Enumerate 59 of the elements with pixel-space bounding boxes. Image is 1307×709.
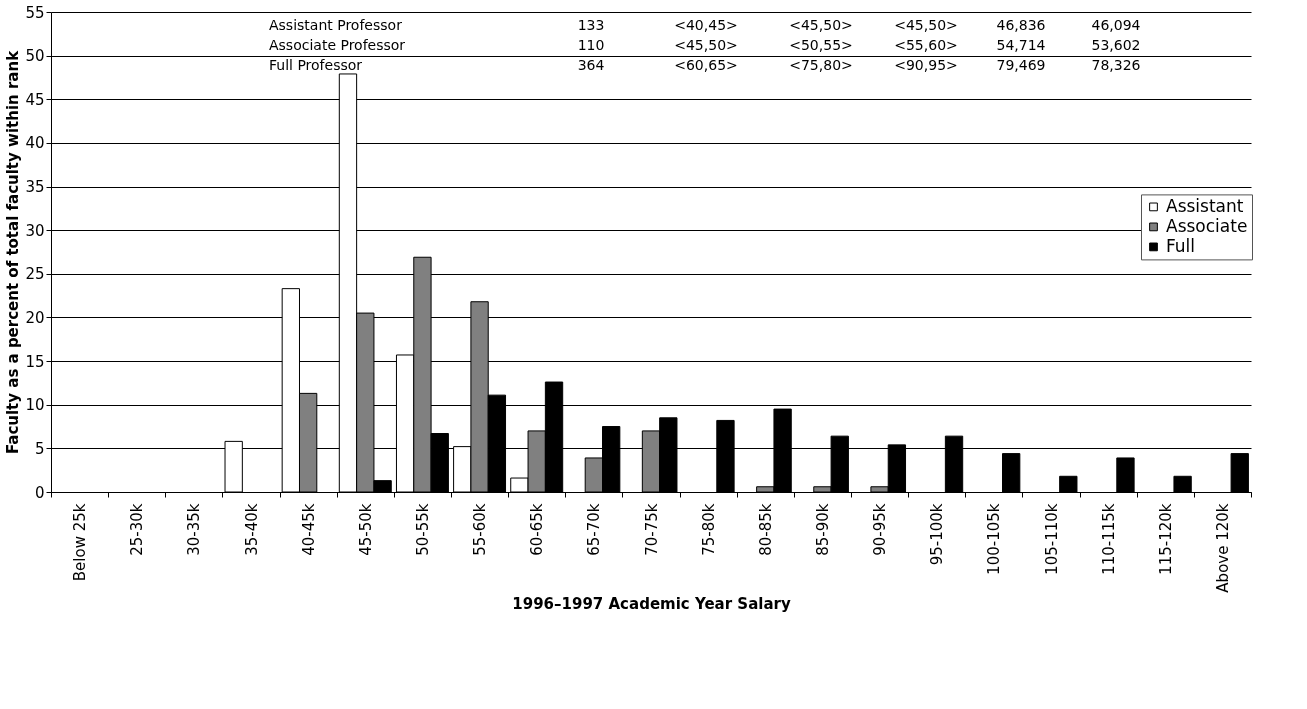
annotation: Full Professor xyxy=(269,57,363,73)
x-tick-label: 70-75k xyxy=(642,503,661,556)
y-axis-title: Faculty as a percent of total faculty within rank xyxy=(4,49,23,455)
x-tick-label: 100-105k xyxy=(985,503,1004,575)
annotation: <55,60> xyxy=(894,37,958,53)
legend-label: Associate xyxy=(1166,215,1248,236)
x-tick-label: 80-85k xyxy=(756,503,775,556)
annotation: <60,65> xyxy=(674,57,738,73)
annotation: <50,55> xyxy=(789,37,853,53)
annotation: <90,95> xyxy=(894,57,958,73)
y-tick-label: 30 xyxy=(25,221,45,240)
x-tick-label: 40-45k xyxy=(299,503,318,556)
legend-label: Assistant xyxy=(1166,195,1244,216)
annotation: 46,094 xyxy=(1091,17,1141,33)
x-tick-label: 25-30k xyxy=(128,503,147,556)
annotation: <45,50> xyxy=(674,37,738,53)
x-tick-label: 115-120k xyxy=(1156,503,1175,575)
annotation: 78,326 xyxy=(1091,57,1141,73)
annotation: <40,45> xyxy=(674,17,738,33)
x-tick-label: 105-110k xyxy=(1042,503,1061,575)
x-tick-label: 55-60k xyxy=(471,503,490,556)
x-tick-label: Below 25k xyxy=(71,503,90,582)
annotation: <45,50> xyxy=(894,17,958,33)
y-tick-label: 0 xyxy=(34,483,45,502)
y-tick-label: 50 xyxy=(25,47,45,66)
annotation: 133 xyxy=(577,17,605,33)
x-tick-label: 60-65k xyxy=(528,503,547,556)
y-tick-label: 15 xyxy=(25,352,45,371)
x-tick-label: 95-100k xyxy=(928,503,947,566)
x-tick-label: 85-90k xyxy=(813,503,832,556)
x-tick-label: 35-40k xyxy=(242,503,261,556)
x-tick-label: Above 120k xyxy=(1213,503,1232,593)
annotation: 54,714 xyxy=(996,37,1046,53)
annotation: 364 xyxy=(577,57,605,73)
y-tick-label: 45 xyxy=(25,90,45,109)
y-tick-label: 25 xyxy=(25,265,45,284)
legend-label: Full xyxy=(1166,235,1196,256)
annotation: 46,836 xyxy=(996,17,1046,33)
x-tick-label: 110-115k xyxy=(1099,503,1118,575)
y-tick-label: 10 xyxy=(25,396,45,415)
annotation: <75,80> xyxy=(789,57,853,73)
y-tick-label: 55 xyxy=(25,3,45,22)
x-axis-title: 1996–1997 Academic Year Salary xyxy=(512,594,791,613)
annotation: 53,602 xyxy=(1091,37,1141,53)
x-tick-label: 30-35k xyxy=(185,503,204,556)
y-tick-label: 40 xyxy=(25,134,45,153)
x-tick-label: 45-50k xyxy=(356,503,375,556)
annotation: <45,50> xyxy=(789,17,853,33)
annotation: Assistant Professor xyxy=(269,17,403,33)
annotation: 79,469 xyxy=(996,57,1046,73)
x-tick-label: 50-55k xyxy=(413,503,432,556)
x-tick-label: 65-70k xyxy=(585,503,604,556)
annotation: 110 xyxy=(577,37,605,53)
x-tick-label: 90-95k xyxy=(871,503,890,556)
y-tick-label: 5 xyxy=(34,439,45,458)
y-tick-label: 20 xyxy=(25,308,45,327)
y-tick-label: 35 xyxy=(25,178,45,197)
x-tick-label: 75-80k xyxy=(699,503,718,556)
annotation: Associate Professor xyxy=(269,37,406,53)
